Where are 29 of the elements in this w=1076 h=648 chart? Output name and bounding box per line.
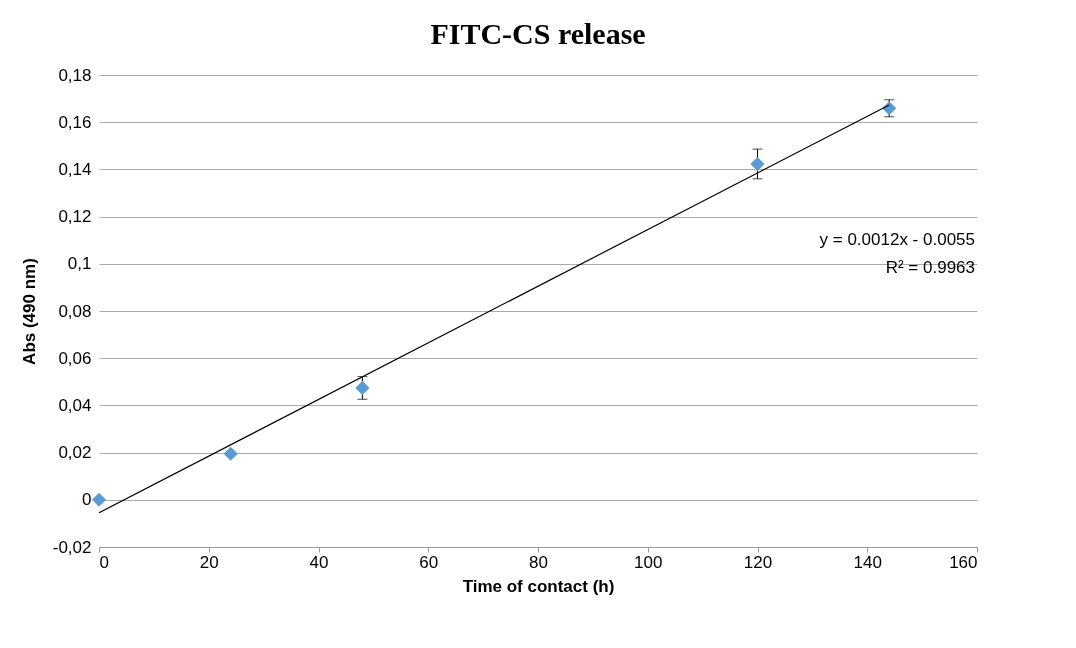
x-tick-label: 80 [529,552,548,572]
y-tick-label: 0,16 [58,112,92,132]
y-tick-label: 0,06 [58,348,92,368]
chart-title: FITC-CS release [430,17,646,50]
point [750,156,765,172]
y-tick-label: 0,08 [58,301,92,321]
y-tick-label: -0,02 [52,537,92,557]
x-tick-label: 100 [634,552,663,572]
y-tick-label: 0,18 [58,65,92,85]
x-axis-title: Time of contact (h) [462,576,615,596]
y-tick-label: 0,02 [58,443,92,463]
y-tick-label: 0,1 [67,254,92,274]
annotation: R² = 0.9963 [885,258,975,277]
point [355,380,370,396]
x-tick-label: 140 [853,552,882,572]
x-tick-label: 60 [419,552,439,572]
annotation: y = 0.0012x - 0.0055 [819,230,975,249]
y-tick-label: 0,14 [58,159,92,179]
y-tick-label: 0,04 [58,395,92,415]
y-tick-label: 0,12 [58,207,92,227]
x-tick-label: 20 [199,552,219,572]
x-tick-label: 160 [949,552,978,572]
point [223,446,238,461]
x-tick-label: 0 [99,552,109,572]
point [91,492,107,507]
y-tick-label: 0 [82,490,92,510]
y-axis-title: Abs (490 nm) [19,258,39,365]
x-tick-label: 120 [743,552,773,572]
x-tick-label: 40 [309,552,329,572]
